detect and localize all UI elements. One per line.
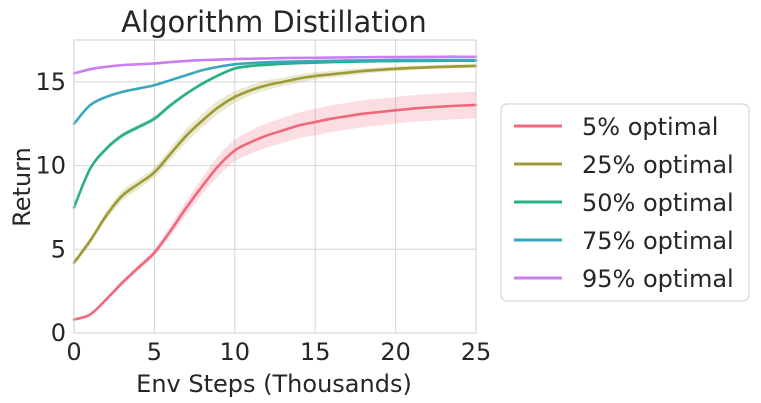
legend-label-3: 75% optimal — [582, 227, 734, 255]
y-tick-label: 15 — [35, 68, 66, 96]
series-line-3 — [72, 58, 478, 126]
x-tick-label: 25 — [461, 338, 492, 366]
x-tick-label: 0 — [66, 338, 81, 366]
series-line-0 — [72, 103, 478, 321]
plot-frame — [73, 39, 477, 334]
legend-label-0: 5% optimal — [582, 113, 718, 141]
tick-labels: 0 5 10 15 20 25 0 5 10 15 — [35, 68, 491, 366]
x-tick-label: 20 — [380, 338, 411, 366]
series-lines — [72, 55, 478, 321]
x-axis-title: Env Steps (Thousands) — [136, 370, 412, 398]
x-tick-label: 10 — [220, 338, 251, 366]
confidence-bands — [74, 55, 476, 321]
legend-label-2: 50% optimal — [582, 189, 734, 217]
legend-label-4: 95% optimal — [582, 265, 734, 293]
series-band-1 — [74, 63, 476, 266]
y-tick-label: 0 — [51, 319, 66, 347]
legend-label-1: 25% optimal — [582, 151, 734, 179]
x-tick-label: 15 — [300, 338, 331, 366]
x-tick-label: 5 — [147, 338, 162, 366]
series-band-0 — [74, 91, 476, 321]
legend: 5% optimal 25% optimal 50% optimal 75% opti… — [500, 103, 750, 302]
y-tick-label: 10 — [35, 152, 66, 180]
series-line-1 — [72, 64, 478, 264]
legend-frame — [500, 103, 750, 302]
chart-title: Algorithm Distillation — [121, 5, 427, 39]
y-axis-title: Return — [8, 147, 36, 227]
series-line-4 — [72, 55, 478, 75]
y-tick-label: 5 — [51, 235, 66, 263]
